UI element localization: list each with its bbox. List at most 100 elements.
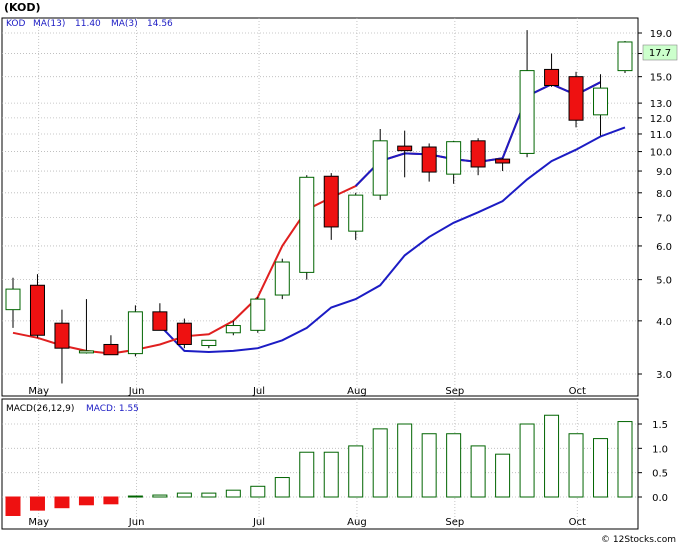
macd-bar-negative <box>54 496 70 509</box>
candle-body-up <box>299 176 315 273</box>
macd-bar-positive <box>519 423 535 498</box>
candle <box>470 138 486 176</box>
macd-y-tick-label: 0.5 <box>652 469 668 480</box>
x-tick-label: Oct <box>569 386 586 397</box>
macd-y-tick-label: 1.0 <box>652 444 668 455</box>
candle-body-down <box>29 284 45 336</box>
last-price-label: 17.7 <box>649 48 671 59</box>
y-tick-label: 19.0 <box>650 29 672 40</box>
y-tick-label: 13.0 <box>650 99 672 110</box>
candle <box>5 277 21 328</box>
candle-body-down <box>397 145 413 152</box>
candle-body-up <box>5 288 21 311</box>
candle-body-up <box>519 70 535 154</box>
candle-body-up <box>250 298 266 331</box>
legend-ma3-label: MA(3) <box>111 19 138 29</box>
macd-bar-positive <box>397 423 413 498</box>
candle <box>519 30 535 158</box>
candle <box>593 74 609 136</box>
legend-kod: KOD <box>6 19 25 29</box>
macd-bar-positive <box>372 428 388 498</box>
candle <box>54 309 70 384</box>
candle-body-down <box>54 322 70 349</box>
x-tick-label: Jun <box>128 386 145 397</box>
y-tick-label: 4.0 <box>656 317 672 328</box>
candle-body-up <box>593 87 609 116</box>
x-tick-label: Sep <box>445 386 464 397</box>
candle-body-up <box>348 194 364 232</box>
y-tick-label: 11.0 <box>650 130 672 141</box>
macd-bar-positive <box>544 414 560 498</box>
candle <box>421 143 437 182</box>
ma13-line <box>159 126 626 354</box>
x-tick-label: Jul <box>252 386 265 397</box>
candle-body-up <box>78 350 94 354</box>
price-panel <box>1 17 639 397</box>
candle-body-up <box>372 140 388 196</box>
macd-y-tick-label: 1.5 <box>652 420 668 431</box>
candle-body-down <box>103 343 119 356</box>
macd-bar-positive <box>568 433 584 498</box>
macd-x-tick-label: Jul <box>252 517 265 528</box>
candle-body-down <box>323 175 339 228</box>
candle-body-down <box>176 322 192 345</box>
macd-bar-positive <box>593 438 609 498</box>
candle-body-down <box>568 76 584 121</box>
candle <box>544 53 560 87</box>
gridlines <box>2 18 642 396</box>
chart-title: (KOD) <box>4 1 41 14</box>
last-price-badge: 17.7 <box>642 44 678 61</box>
candle-body-down <box>544 68 560 86</box>
candle-body-up <box>446 141 462 175</box>
macd-x-tick-label: Aug <box>347 517 367 528</box>
macd-label: MACD(26,12,9) <box>6 404 74 414</box>
candle <box>274 258 290 300</box>
y-tick-label: 6.0 <box>656 242 672 253</box>
candle <box>176 318 192 349</box>
y-tick-label: 10.0 <box>650 148 672 159</box>
candle <box>348 192 364 240</box>
candles <box>5 30 633 384</box>
macd-bar-positive <box>127 495 143 498</box>
candle <box>250 297 266 333</box>
y-tick-label: 5.0 <box>656 276 672 287</box>
y-tick-label: 15.0 <box>650 73 672 84</box>
macd-bar-positive <box>274 477 290 498</box>
macd-bar-positive <box>323 451 339 498</box>
macd-bars <box>5 414 633 516</box>
y-axis-ticks: 3.0 4.0 5.0 6.0 7.0 8.0 9.0 10.0 11.0 12.0 13.0 15.… <box>650 29 672 381</box>
candle-body-up <box>201 339 217 347</box>
legend-ma13-value: 11.40 <box>75 19 101 29</box>
macd-x-tick-label: Jun <box>128 517 145 528</box>
candle-body-up <box>225 325 241 334</box>
candle-body-down <box>495 158 511 164</box>
candle <box>446 140 462 184</box>
x-tick-label: Aug <box>347 386 367 397</box>
macd-value-label: MACD: 1.55 <box>86 404 139 414</box>
candle <box>201 339 217 349</box>
macd-bar-positive <box>250 485 266 498</box>
candle <box>372 128 388 200</box>
candle <box>323 173 339 240</box>
y-tick-label: 7.0 <box>656 213 672 224</box>
candle <box>397 130 413 178</box>
macd-x-tick-label: Sep <box>445 517 464 528</box>
watermark: © 12Stocks.com <box>601 535 676 545</box>
macd-y-axis-ticks: 0.0 0.5 1.0 1.5 <box>652 420 668 504</box>
macd-bar-positive <box>299 451 315 498</box>
legend-ma3-value: 14.56 <box>147 19 173 29</box>
macd-x-tick-label: May <box>28 517 49 528</box>
candle-body-down <box>421 146 437 173</box>
legend: KOD MA(13) 11.40 MA(3) 14.56 <box>6 19 173 29</box>
candle <box>103 335 119 356</box>
macd-bar-positive <box>617 421 633 498</box>
candle-body-down <box>152 311 168 331</box>
y-tick-label: 8.0 <box>656 189 672 200</box>
candle <box>299 175 315 280</box>
ma13-polyline <box>159 126 626 354</box>
y-tick-label: 12.0 <box>650 114 672 125</box>
macd-bar-negative <box>5 496 21 516</box>
macd-bar-negative <box>78 496 94 506</box>
macd-bar-positive <box>176 492 192 498</box>
candle-body-up <box>127 311 143 355</box>
